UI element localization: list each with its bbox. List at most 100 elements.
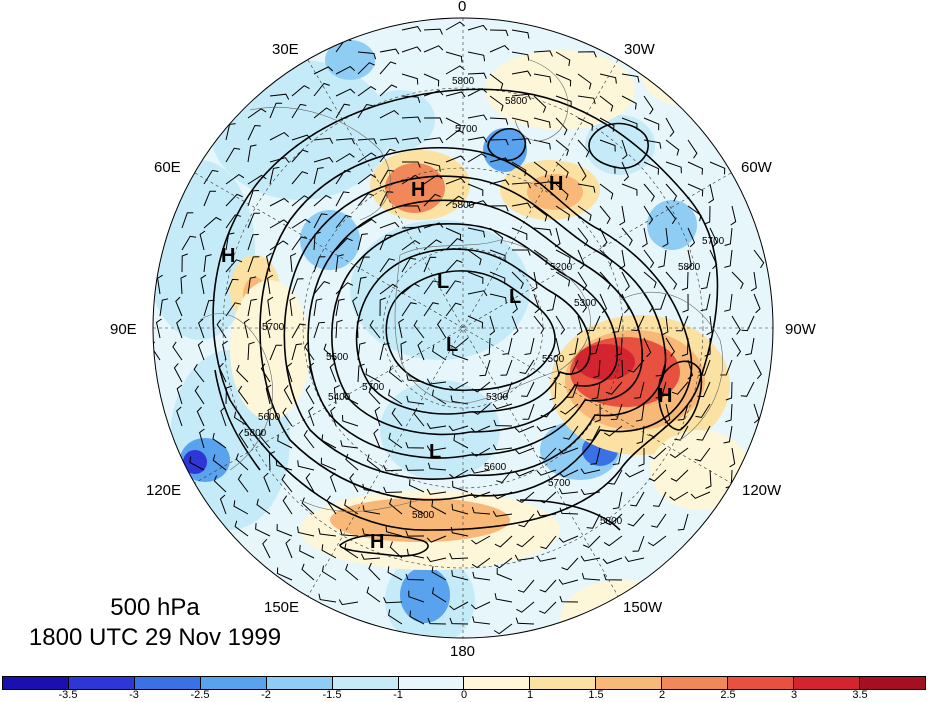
wind-barb [388,432,403,449]
wind-barb [219,494,227,515]
wind-barb [492,510,513,517]
wind-barb [515,617,535,625]
wind-barb [729,447,736,468]
wind-barb [602,557,623,565]
wind-barb [445,155,466,163]
colorbar-segment [266,677,333,689]
wind-barb [289,296,296,317]
wind-barb [291,323,306,339]
wind-barb [555,183,569,201]
wind-barb [345,563,359,581]
wind-barb [665,205,677,225]
high-center: H [411,179,425,201]
wind-barb [533,249,548,266]
wind-barb [555,51,571,67]
wind-barb [199,230,206,251]
wind-barb [400,341,407,361]
low-center: L [446,334,458,356]
wind-barb [621,73,640,83]
colorbar [2,676,926,690]
graticule [153,18,773,638]
wind-barb [665,117,675,137]
wind-barb [549,381,557,401]
wind-barb [445,129,465,141]
wind-barb [703,205,711,225]
wind-barb [431,587,447,603]
wind-barb [335,170,351,185]
wind-barb [281,473,293,493]
wind-barb [323,343,337,361]
high-center: H [370,531,384,553]
wind-barb [431,500,447,515]
wind-barb [388,609,403,625]
wind-barb [401,137,422,144]
wind-barb [417,340,425,361]
wind-barb [335,153,355,163]
wind-barb [233,411,249,427]
wind-barb [533,73,552,83]
wind-barb [357,193,375,207]
wind-barb [285,538,293,559]
contour-label-5800: 5800 [452,76,475,87]
wind-barb [687,139,698,159]
wind-barb [687,161,704,175]
wind-barb [731,337,742,357]
wind-barb [247,144,257,163]
wind-barb [643,271,657,289]
wind-barb [401,302,417,317]
wind-barb [225,259,243,273]
wind-barb [305,385,315,405]
wind-barb [511,271,524,289]
wind-barb [291,218,311,229]
pressure-level-title: 500 hPa [110,594,200,621]
wind-barb [467,249,482,266]
wind-barb [335,88,356,97]
wind-barb [677,403,689,421]
lon-label-30e: 30E [272,41,299,58]
contour-label-5800: 5800 [452,200,475,211]
wind-barb [647,535,667,547]
wind-barb [291,149,309,163]
wind-barb [200,274,207,295]
wind-barb [533,161,548,178]
wind-barb [511,315,519,336]
wind-barb [558,447,579,455]
wind-barb [199,428,205,449]
wind-barb [494,535,513,548]
wind-barb [517,579,535,593]
wind-barb [357,85,377,97]
wind-barb [297,460,315,471]
wind-barb [313,213,328,229]
wind-barb [216,319,227,339]
wind-barb [383,465,403,472]
wind-barb [343,390,359,405]
wind-barb [203,299,215,317]
wind-barb [514,447,535,455]
wind-barb [291,278,304,295]
lon-label-150e: 150E [264,599,300,616]
wind-barb [700,271,711,290]
wind-barb [313,156,334,163]
wind-barb [379,234,393,251]
wind-barb [500,359,513,376]
wind-barb [357,173,377,185]
colorbar-segment [200,677,267,689]
low-center: L [429,441,441,463]
wind-barb [357,152,377,163]
wind-barb [753,359,762,380]
wind-barb [591,381,601,400]
wind-barb [335,254,344,273]
contour-labels: 5800 5800 5700 5800 5800 5600 5700 5500 … [244,76,725,527]
wind-barb [694,447,711,462]
wind-barb [405,573,425,581]
wind-barb [194,385,205,405]
wind-barb [426,445,447,452]
wind-barb [511,161,527,177]
contour-label-5800: 5800 [600,516,623,527]
wind-barb [369,319,381,339]
colorbar-tick-label: 0 [460,689,468,701]
wind-barb [536,555,557,562]
wind-barb [705,469,712,489]
wind-barb [426,488,447,495]
wind-barb [379,191,394,207]
